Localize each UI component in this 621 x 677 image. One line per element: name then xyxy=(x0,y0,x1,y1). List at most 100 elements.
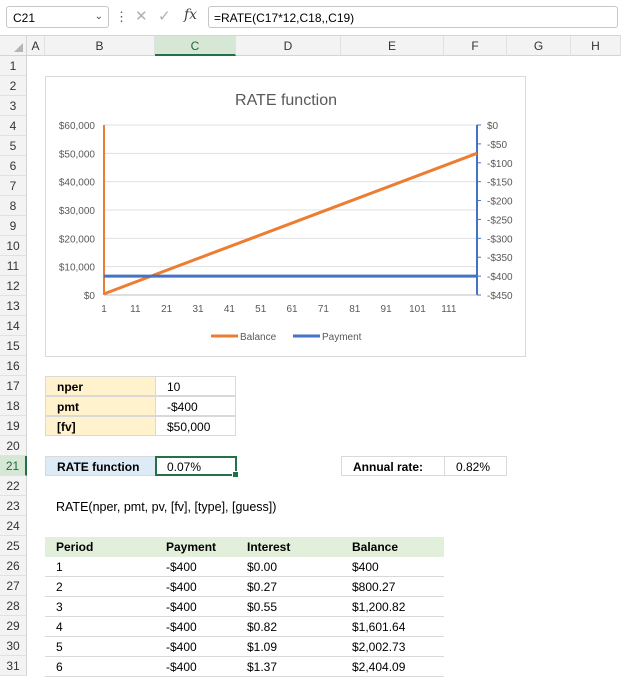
row-header-27[interactable]: 27 xyxy=(0,576,27,596)
insert-function-icon[interactable]: fx xyxy=(184,7,198,23)
row-header-23[interactable]: 23 xyxy=(0,496,27,516)
y-left-tick-label: $30,000 xyxy=(59,206,96,217)
nper-value-cell[interactable]: 10 xyxy=(155,376,236,396)
x-tick-label: 41 xyxy=(224,304,236,315)
confirm-icon[interactable]: ✓ xyxy=(158,8,171,25)
annual-rate-value[interactable]: 0.82% xyxy=(444,456,507,476)
row-header-16[interactable]: 16 xyxy=(0,356,27,376)
y-right-tick-label: -$250 xyxy=(487,215,513,226)
table-cell-payment[interactable]: -$400 xyxy=(155,657,236,677)
row-header-14[interactable]: 14 xyxy=(0,316,27,336)
table-cell-payment[interactable]: -$400 xyxy=(155,637,236,657)
table-cell-period[interactable]: 1 xyxy=(45,557,155,577)
chevron-down-icon[interactable]: ⌄ xyxy=(94,11,103,22)
cancel-icon[interactable]: ✕ xyxy=(135,8,148,25)
y-right-tick-label: -$50 xyxy=(487,140,507,151)
row-header-11[interactable]: 11 xyxy=(0,256,27,276)
table-cell-balance[interactable]: $2,002.73 xyxy=(341,637,444,657)
row-header-1[interactable]: 1 xyxy=(0,56,27,76)
row-header-3[interactable]: 3 xyxy=(0,96,27,116)
column-header-h[interactable]: H xyxy=(571,36,621,56)
row-header-2[interactable]: 2 xyxy=(0,76,27,96)
name-box[interactable]: C21 ⌄ xyxy=(6,6,109,28)
row-header-21[interactable]: 21 xyxy=(0,456,27,476)
column-header-b[interactable]: B xyxy=(45,36,155,56)
y-right-tick-label: -$300 xyxy=(487,234,513,245)
y-right-tick-label: -$400 xyxy=(487,272,513,283)
row-header-10[interactable]: 10 xyxy=(0,236,27,256)
table-cell-period[interactable]: 5 xyxy=(45,637,155,657)
x-tick-label: 31 xyxy=(192,304,204,315)
row-header-5[interactable]: 5 xyxy=(0,136,27,156)
column-header-c[interactable]: C xyxy=(155,36,236,56)
y-left-tick-label: $10,000 xyxy=(59,263,96,274)
more-options-icon[interactable]: ⋮ xyxy=(115,9,128,24)
row-header-19[interactable]: 19 xyxy=(0,416,27,436)
table-cell-balance[interactable]: $2,404.09 xyxy=(341,657,444,677)
y-right-tick-label: -$150 xyxy=(487,178,513,189)
table-cell-interest[interactable]: $0.00 xyxy=(236,557,341,577)
column-header-f[interactable]: F xyxy=(444,36,507,56)
y-left-tick-label: $60,000 xyxy=(59,121,96,132)
column-header-g[interactable]: G xyxy=(507,36,571,56)
row-header-29[interactable]: 29 xyxy=(0,616,27,636)
rate-chart[interactable]: RATE function $60,000 $50,000 $40,000 $30,00… xyxy=(45,76,526,357)
table-cell-payment[interactable]: -$400 xyxy=(155,597,236,617)
rate-function-label: RATE function xyxy=(45,456,156,476)
row-header-8[interactable]: 8 xyxy=(0,196,27,216)
row-header-24[interactable]: 24 xyxy=(0,516,27,536)
row-header-13[interactable]: 13 xyxy=(0,296,27,316)
table-cell-interest[interactable]: $0.82 xyxy=(236,617,341,637)
row-header-26[interactable]: 26 xyxy=(0,556,27,576)
row-header-9[interactable]: 9 xyxy=(0,216,27,236)
column-header-e[interactable]: E xyxy=(341,36,444,56)
fv-label: [fv] xyxy=(45,416,156,436)
table-cell-balance[interactable]: $800.27 xyxy=(341,577,444,597)
table-cell-period[interactable]: 4 xyxy=(45,617,155,637)
select-all-corner[interactable] xyxy=(0,36,27,56)
table-cell-balance[interactable]: $1,200.82 xyxy=(341,597,444,617)
x-tick-label: 51 xyxy=(255,304,267,315)
x-tick-label: 71 xyxy=(318,304,330,315)
column-header-d[interactable]: D xyxy=(236,36,341,56)
row-header-28[interactable]: 28 xyxy=(0,596,27,616)
name-box-value: C21 xyxy=(13,11,36,25)
table-cell-payment[interactable]: -$400 xyxy=(155,617,236,637)
row-header-15[interactable]: 15 xyxy=(0,336,27,356)
table-header-period: Period xyxy=(45,537,155,557)
row-header-6[interactable]: 6 xyxy=(0,156,27,176)
row-header-30[interactable]: 30 xyxy=(0,636,27,656)
row-header-7[interactable]: 7 xyxy=(0,176,27,196)
row-header-25[interactable]: 25 xyxy=(0,536,27,556)
table-cell-payment[interactable]: -$400 xyxy=(155,557,236,577)
row-header-18[interactable]: 18 xyxy=(0,396,27,416)
row-header-12[interactable]: 12 xyxy=(0,276,27,296)
table-cell-period[interactable]: 3 xyxy=(45,597,155,617)
row-header-22[interactable]: 22 xyxy=(0,476,27,496)
table-cell-interest[interactable]: $1.09 xyxy=(236,637,341,657)
table-cell-interest[interactable]: $1.37 xyxy=(236,657,341,677)
table-cell-interest[interactable]: $0.55 xyxy=(236,597,341,617)
table-cell-period[interactable]: 2 xyxy=(45,577,155,597)
rate-result-cell[interactable]: 0.07% xyxy=(155,456,239,478)
pmt-value-cell[interactable]: -$400 xyxy=(155,396,236,416)
table-cell-balance[interactable]: $1,601.64 xyxy=(341,617,444,637)
legend-label-payment: Payment xyxy=(322,332,362,343)
row-header-20[interactable]: 20 xyxy=(0,436,27,456)
fv-value-cell[interactable]: $50,000 xyxy=(155,416,236,436)
table-cell-period[interactable]: 6 xyxy=(45,657,155,677)
x-tick-label: 81 xyxy=(349,304,361,315)
x-tick-label: 101 xyxy=(409,304,426,315)
chart-canvas: RATE function $60,000 $50,000 $40,000 $30,00… xyxy=(59,92,513,343)
formula-input[interactable]: =RATE(C17*12,C18,,C19) xyxy=(208,6,618,28)
row-header-4[interactable]: 4 xyxy=(0,116,27,136)
column-header-a[interactable]: A xyxy=(27,36,45,56)
row-header-17[interactable]: 17 xyxy=(0,376,27,396)
table-header-balance: Balance xyxy=(341,537,444,557)
table-cell-balance[interactable]: $400 xyxy=(341,557,444,577)
table-cell-interest[interactable]: $0.27 xyxy=(236,577,341,597)
row-header-31[interactable]: 31 xyxy=(0,656,27,676)
y-right-tick-label: -$200 xyxy=(487,197,513,208)
y-left-tick-label: $50,000 xyxy=(59,149,96,160)
table-cell-payment[interactable]: -$400 xyxy=(155,577,236,597)
